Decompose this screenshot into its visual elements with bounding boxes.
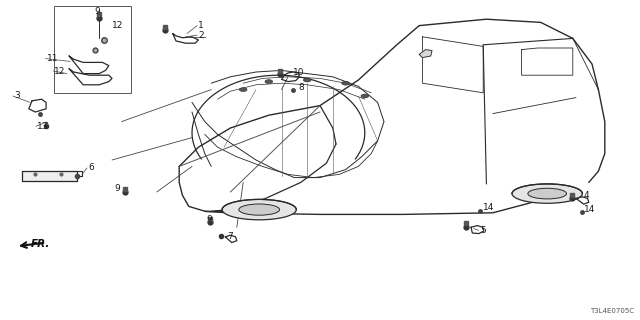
Text: 5: 5 — [480, 226, 486, 235]
Ellipse shape — [512, 184, 582, 203]
Text: 14: 14 — [584, 205, 595, 214]
Text: 4: 4 — [584, 191, 589, 200]
Ellipse shape — [239, 204, 280, 215]
Text: 9: 9 — [114, 184, 120, 193]
Text: 1: 1 — [198, 21, 204, 30]
Text: 12: 12 — [112, 21, 124, 30]
Ellipse shape — [239, 88, 247, 92]
Polygon shape — [22, 171, 77, 181]
Ellipse shape — [303, 78, 311, 82]
Text: 12: 12 — [54, 67, 66, 76]
Text: 7: 7 — [227, 232, 233, 241]
Text: 6: 6 — [88, 164, 94, 172]
Ellipse shape — [265, 80, 273, 84]
Text: 9: 9 — [206, 215, 212, 224]
Text: T3L4E0705C: T3L4E0705C — [589, 308, 634, 314]
Text: 13: 13 — [37, 122, 49, 131]
Text: 8: 8 — [298, 84, 304, 92]
Text: 11: 11 — [47, 54, 58, 63]
Ellipse shape — [528, 188, 566, 199]
Text: 14: 14 — [483, 203, 494, 212]
Ellipse shape — [361, 94, 369, 98]
Bar — [54, 6, 131, 93]
Ellipse shape — [222, 199, 296, 220]
Text: 2: 2 — [198, 31, 204, 40]
Ellipse shape — [342, 81, 349, 85]
Text: 10: 10 — [293, 68, 305, 77]
Text: FR.: FR. — [31, 239, 50, 249]
Text: 9: 9 — [95, 7, 100, 16]
Polygon shape — [419, 50, 432, 58]
Text: 3: 3 — [14, 92, 20, 100]
